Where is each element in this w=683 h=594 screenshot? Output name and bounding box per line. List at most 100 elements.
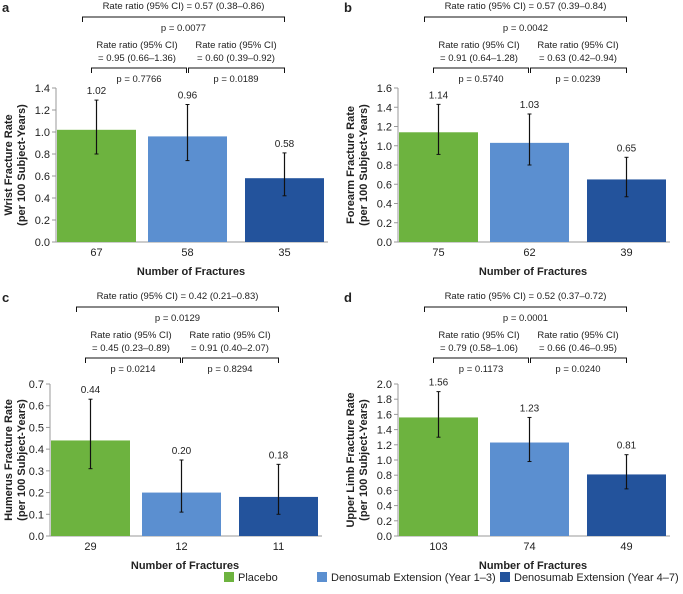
overall-bracket — [424, 306, 627, 312]
y-axis-label-units: (per 100 Subject-Years) — [16, 104, 28, 226]
y-tick-label: 0.2 — [29, 488, 44, 500]
y-tick-label: 2.0 — [377, 379, 392, 391]
overall-p-value: p = 0.0077 — [161, 23, 206, 34]
data-label: 1.56 — [429, 378, 449, 389]
x-axis-label: Number of Fractures — [479, 266, 587, 278]
left-rate-ratio-label: Rate ratio (95% CI) — [90, 330, 171, 341]
right-rate-ratio: = 0.60 (0.39–0.92) — [197, 53, 275, 64]
y-axis-label-units: (per 100 Subject-Years) — [358, 104, 370, 226]
y-tick-label: 0.0 — [35, 237, 50, 249]
overall-p-value: p = 0.0001 — [503, 313, 548, 324]
panel-b: b 0.0 0.2 0.4 0.6 0.8 1.0 1.2 1.4 1.6 Forearm Frac… — [344, 0, 670, 278]
y-tick-label: 0.2 — [377, 218, 392, 230]
y-tick-label: 0.4 — [377, 501, 392, 513]
overall-bracket — [424, 16, 627, 22]
x-tick-label: 49 — [620, 541, 632, 553]
left-bracket — [85, 357, 181, 363]
y-tick-label: 0.7 — [29, 379, 44, 391]
left-p-value: p = 0.7766 — [116, 74, 161, 85]
left-p-value: p = 0.1173 — [459, 364, 503, 375]
right-rate-ratio-label: Rate ratio (95% CI) — [537, 40, 618, 51]
left-rate-ratio-label: Rate ratio (95% CI) — [96, 40, 177, 51]
left-bracket — [433, 67, 529, 73]
y-tick-label: 1.6 — [377, 409, 392, 421]
legend: Placebo Denosumab Extension (Year 1–3) Den… — [224, 572, 679, 584]
legend-swatch — [317, 572, 327, 582]
left-p-value: p = 0.0214 — [110, 364, 155, 375]
y-tick-label: 0.0 — [377, 531, 392, 543]
x-tick-label: 12 — [175, 541, 187, 553]
data-label: 0.65 — [617, 143, 637, 154]
left-rate-ratio: = 0.45 (0.23–0.89) — [92, 343, 170, 354]
y-tick-label: 0.8 — [35, 149, 50, 161]
overall-p-value: p = 0.0042 — [503, 23, 548, 34]
x-axis-label: Number of Fractures — [479, 560, 587, 572]
y-tick-label: 1.2 — [35, 105, 50, 117]
y-tick-label: 1.0 — [35, 127, 50, 139]
y-tick-label: 1.4 — [377, 102, 392, 114]
y-tick-label: 0.2 — [377, 516, 392, 528]
y-axis-label-units: (per 100 Subject-Years) — [358, 399, 370, 521]
y-tick-label: 0.3 — [29, 466, 44, 478]
data-label: 0.18 — [269, 450, 289, 461]
overall-bracket — [76, 306, 279, 312]
y-tick-label: 0.6 — [29, 401, 44, 413]
x-tick-label: 67 — [90, 247, 102, 259]
overall-rate-ratio: Rate ratio (95% CI) = 0.42 (0.21–0.83) — [97, 291, 259, 302]
y-tick-label: 0.4 — [29, 444, 44, 456]
panel-c: c 0.0 0.1 0.2 0.3 0.4 0.5 0.6 0.7 Humerus Fractur… — [2, 290, 322, 572]
right-rate-ratio: = 0.91 (0.40–2.07) — [191, 343, 269, 354]
panel-letter: b — [344, 0, 352, 15]
data-label: 1.02 — [87, 86, 107, 97]
overall-bracket — [82, 16, 285, 22]
overall-rate-ratio: Rate ratio (95% CI) = 0.52 (0.37–0.72) — [445, 291, 607, 302]
y-tick-label: 0.8 — [377, 470, 392, 482]
data-label: 0.96 — [178, 91, 198, 102]
right-bracket — [182, 357, 279, 363]
y-axis-label: Forearm Fracture Rate — [345, 106, 357, 224]
y-tick-label: 0.4 — [35, 193, 50, 205]
right-rate-ratio-label: Rate ratio (95% CI) — [537, 330, 618, 341]
y-axis-label-units: (per 100 Subject-Years) — [16, 399, 28, 521]
legend-item: Denosumab Extension (Year 4–7) — [514, 572, 679, 584]
x-tick-label: 11 — [273, 541, 284, 553]
data-label: 1.23 — [520, 403, 540, 414]
x-axis-label: Number of Fractures — [137, 266, 245, 278]
y-axis-label: Wrist Fracture Rate — [3, 114, 15, 215]
y-axis-label: Humerus Fracture Rate — [3, 399, 15, 521]
left-rate-ratio: = 0.91 (0.64–1.28) — [440, 53, 518, 64]
y-tick-label: 0.8 — [377, 160, 392, 172]
right-p-value: p = 0.0240 — [555, 364, 600, 375]
legend-item: Denosumab Extension (Year 1–3) — [331, 572, 496, 584]
y-tick-label: 1.6 — [377, 83, 392, 95]
x-tick-label: 75 — [432, 247, 444, 259]
x-tick-label: 39 — [620, 247, 632, 259]
left-p-value: p = 0.5740 — [458, 74, 503, 85]
y-tick-label: 1.4 — [35, 83, 50, 95]
y-tick-label: 0.6 — [377, 179, 392, 191]
overall-rate-ratio: Rate ratio (95% CI) = 0.57 (0.38–0.86) — [103, 1, 265, 12]
right-bracket — [188, 67, 285, 73]
x-tick-label: 35 — [278, 247, 290, 259]
data-label: 0.58 — [275, 139, 295, 150]
data-label: 1.14 — [429, 90, 449, 101]
right-rate-ratio-label: Rate ratio (95% CI) — [189, 330, 270, 341]
y-tick-label: 0.4 — [377, 199, 392, 211]
y-axis-label: Upper Limb Fracture Rate — [345, 392, 357, 527]
right-p-value: p = 0.0189 — [213, 74, 258, 85]
y-tick-label: 1.8 — [377, 394, 392, 406]
x-tick-label: 29 — [84, 541, 96, 553]
right-p-value: p = 0.8294 — [207, 364, 252, 375]
data-label: 0.81 — [617, 441, 637, 452]
panel-letter: a — [2, 0, 10, 15]
left-bracket — [91, 67, 187, 73]
panel-letter: c — [2, 290, 9, 305]
data-label: 1.03 — [520, 100, 540, 111]
x-tick-label: 103 — [429, 541, 447, 553]
x-tick-label: 62 — [523, 247, 535, 259]
data-label: 0.20 — [172, 446, 192, 457]
y-tick-label: 1.2 — [377, 440, 392, 452]
right-bracket — [530, 67, 627, 73]
left-rate-ratio-label: Rate ratio (95% CI) — [438, 40, 519, 51]
